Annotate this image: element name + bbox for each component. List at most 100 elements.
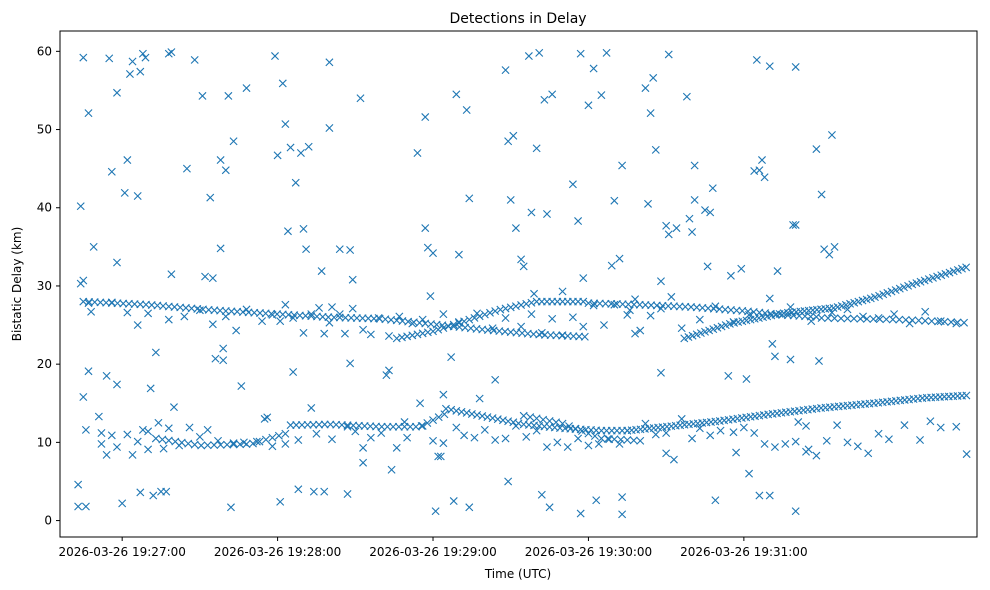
detection-marker <box>307 310 316 319</box>
detection-marker <box>84 367 93 376</box>
detection-marker <box>488 414 497 423</box>
detection-marker <box>180 312 189 321</box>
detection-marker <box>447 353 456 362</box>
detection-marker <box>107 431 116 440</box>
detection-marker <box>118 499 127 508</box>
detection-marker <box>366 330 375 339</box>
detection-marker <box>952 422 961 431</box>
detection-marker <box>452 90 461 99</box>
detection-marker <box>216 244 225 253</box>
detection-marker <box>814 357 823 366</box>
detection-marker <box>413 330 422 339</box>
detection-marker <box>545 503 554 512</box>
detection-marker <box>105 54 114 63</box>
detection-marker <box>631 329 640 338</box>
detection-marker <box>962 263 971 272</box>
detection-marker <box>281 300 290 309</box>
detection-marker <box>760 173 769 182</box>
detection-marker <box>711 302 720 311</box>
x-tick-label: 2026-03-26 19:30:00 <box>525 545 652 559</box>
detection-marker <box>387 465 396 474</box>
detection-marker <box>662 449 671 458</box>
detection-marker <box>486 308 494 317</box>
detection-marker <box>856 314 865 323</box>
detection-marker <box>577 427 586 436</box>
detection-marker <box>467 409 476 418</box>
detection-marker <box>623 310 632 319</box>
detection-marker <box>498 416 507 425</box>
detection-marker <box>706 431 715 440</box>
detection-marker <box>900 421 909 430</box>
detection-marker <box>273 151 282 160</box>
detection-marker <box>221 166 230 175</box>
detection-marker <box>522 299 531 308</box>
detection-marker <box>682 92 691 101</box>
detection-marker <box>392 443 401 452</box>
detection-marker <box>328 303 336 312</box>
detection-marker <box>136 488 145 497</box>
detection-marker <box>439 323 448 332</box>
detection-marker <box>351 427 360 436</box>
detection-marker <box>656 368 665 377</box>
detection-marker <box>895 315 904 324</box>
detection-marker <box>817 190 826 199</box>
detection-marker <box>315 303 324 312</box>
detection-marker <box>517 301 526 310</box>
detection-marker <box>429 416 438 425</box>
detection-marker <box>947 318 956 327</box>
detection-marker <box>281 120 290 129</box>
detection-marker <box>615 254 624 263</box>
detection-marker <box>320 487 329 496</box>
detection-marker <box>716 426 725 435</box>
detection-marker <box>649 73 658 82</box>
detection-marker <box>770 443 779 452</box>
detection-marker <box>706 208 715 217</box>
detection-marker <box>348 275 357 284</box>
detection-marker <box>936 423 945 432</box>
detection-marker <box>159 444 168 453</box>
detection-marker <box>120 188 129 197</box>
detection-marker <box>934 317 943 326</box>
detection-marker <box>335 310 344 319</box>
detection-marker <box>113 380 121 389</box>
detection-marker <box>102 371 111 380</box>
detection-marker <box>874 429 883 438</box>
detection-marker <box>133 192 142 201</box>
detection-marker <box>791 62 800 71</box>
detection-marker <box>631 295 640 304</box>
detection-marker <box>916 436 924 445</box>
detection-marker <box>149 491 158 500</box>
detection-marker <box>599 321 608 330</box>
detection-marker <box>711 496 720 505</box>
detection-marker <box>429 436 438 445</box>
detection-marker <box>543 443 551 452</box>
detection-marker <box>765 294 774 303</box>
detection-marker <box>750 428 759 437</box>
detection-marker <box>584 101 593 110</box>
detection-marker <box>421 113 430 122</box>
detection-marker <box>752 55 761 64</box>
detection-marker <box>610 196 619 205</box>
detection-marker <box>236 440 245 449</box>
detection-marker <box>574 434 583 443</box>
detection-marker <box>504 417 513 426</box>
detection-marker <box>862 314 871 323</box>
detection-marker <box>343 489 352 498</box>
detection-marker <box>151 434 160 443</box>
detection-marker <box>394 422 403 431</box>
detection-marker <box>144 309 153 318</box>
detection-marker <box>177 438 186 447</box>
detection-marker <box>208 274 217 283</box>
detection-marker <box>158 435 167 444</box>
detection-marker <box>843 314 852 323</box>
detection-marker <box>229 439 238 448</box>
detection-marker <box>545 417 554 425</box>
detection-marker <box>366 433 375 442</box>
detection-marker <box>827 131 836 140</box>
detection-marker <box>164 315 173 324</box>
detection-marker <box>232 326 241 335</box>
x-axis: 2026-03-26 19:27:00 2026-03-26 19:28:00 20… <box>58 537 808 559</box>
detection-marker <box>144 445 153 454</box>
detection-marker <box>789 220 798 229</box>
detection-marker <box>377 422 386 431</box>
